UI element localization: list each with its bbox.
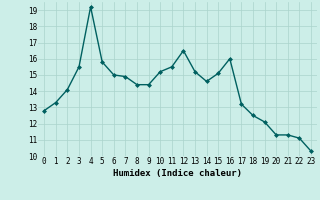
X-axis label: Humidex (Indice chaleur): Humidex (Indice chaleur) <box>113 169 242 178</box>
